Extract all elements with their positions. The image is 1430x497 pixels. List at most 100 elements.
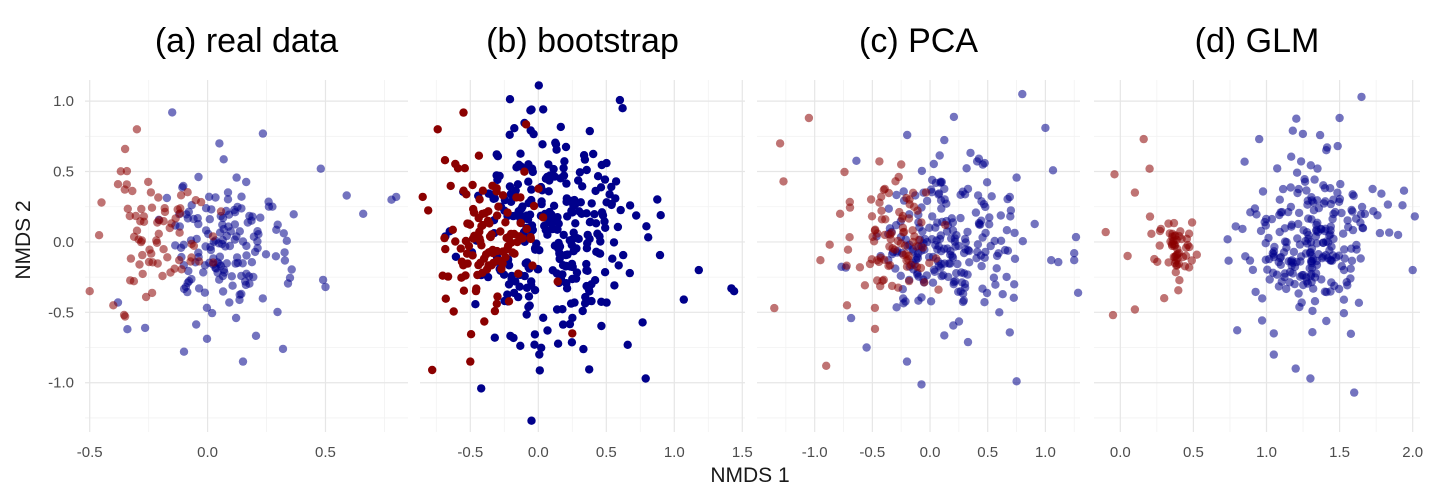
blue-point xyxy=(1245,256,1255,265)
red-point xyxy=(138,250,147,260)
blue-point xyxy=(1298,129,1308,139)
blue-point xyxy=(922,196,932,206)
blue-point xyxy=(539,313,548,322)
blue-point xyxy=(935,151,944,160)
red-point xyxy=(120,312,130,321)
blue-point xyxy=(1302,186,1311,195)
blue-point xyxy=(632,211,641,220)
red-point xyxy=(1101,227,1110,237)
blue-point xyxy=(595,249,605,258)
red-point xyxy=(494,202,503,211)
blue-point xyxy=(591,219,601,228)
blue-point xyxy=(607,200,616,210)
blue-point xyxy=(899,294,908,303)
blue-point xyxy=(1047,256,1056,265)
blue-point xyxy=(555,249,564,259)
blue-point xyxy=(940,259,949,268)
blue-point xyxy=(1302,277,1311,286)
blue-point xyxy=(589,149,598,159)
blue-point xyxy=(202,334,212,343)
blue-point xyxy=(483,272,493,282)
blue-point xyxy=(917,380,926,389)
red-point xyxy=(459,286,469,295)
red-point xyxy=(474,213,483,223)
blue-point xyxy=(545,171,555,180)
blue-point xyxy=(579,344,588,354)
red-point xyxy=(1145,212,1155,221)
blue-point xyxy=(1398,201,1407,210)
blue-point xyxy=(1073,288,1083,297)
red-point xyxy=(85,287,94,296)
blue-point xyxy=(609,238,619,247)
blue-point xyxy=(562,194,571,203)
red-point xyxy=(860,281,870,290)
blue-point xyxy=(187,274,196,284)
blue-point xyxy=(1346,264,1355,273)
red-point xyxy=(775,139,785,148)
blue-point xyxy=(1291,364,1300,373)
red-point xyxy=(898,223,908,232)
red-point xyxy=(528,261,537,270)
blue-point xyxy=(1233,326,1242,335)
blue-point xyxy=(194,248,203,257)
blue-point xyxy=(597,321,606,331)
blue-point xyxy=(271,252,281,261)
blue-point xyxy=(974,218,984,228)
red-point xyxy=(876,253,885,262)
blue-point xyxy=(644,233,653,242)
blue-point xyxy=(242,251,251,260)
blue-point xyxy=(1339,295,1349,304)
blue-point xyxy=(653,195,662,204)
y-tick-label: -0.5 xyxy=(48,304,74,321)
blue-point xyxy=(884,204,893,213)
blue-point xyxy=(963,270,972,279)
red-point xyxy=(449,307,458,316)
blue-point xyxy=(948,226,958,235)
red-point xyxy=(891,177,900,186)
blue-point xyxy=(1300,177,1310,186)
blue-point xyxy=(574,176,583,185)
blue-point xyxy=(986,241,995,251)
blue-point xyxy=(862,343,871,352)
blue-point xyxy=(258,294,267,303)
blue-point xyxy=(230,220,240,229)
red-point xyxy=(153,218,162,227)
x-tick-label: 0.0 xyxy=(528,444,549,461)
blue-point xyxy=(238,357,248,366)
red-point xyxy=(443,272,453,281)
blue-point xyxy=(1277,277,1287,286)
x-tick-label: 0.5 xyxy=(596,444,617,461)
blue-point xyxy=(600,268,610,277)
blue-point xyxy=(572,268,582,277)
red-point xyxy=(475,227,484,236)
blue-point xyxy=(947,214,956,223)
blue-point xyxy=(625,201,635,210)
panel-1-points xyxy=(85,108,401,366)
blue-point xyxy=(1327,242,1336,251)
red-point xyxy=(488,245,497,255)
blue-point xyxy=(925,223,934,232)
red-point xyxy=(1182,234,1192,243)
blue-point xyxy=(1354,298,1364,307)
panel-4-title: (d) GLM xyxy=(1195,22,1320,60)
blue-point xyxy=(569,228,578,237)
red-point xyxy=(941,220,950,230)
blue-point xyxy=(516,149,525,158)
red-point xyxy=(868,232,877,241)
red-point xyxy=(880,184,889,194)
blue-point xyxy=(1265,275,1274,284)
red-point xyxy=(152,236,161,245)
blue-point xyxy=(559,230,568,240)
red-point xyxy=(504,297,514,306)
blue-point xyxy=(958,289,968,298)
red-point xyxy=(870,303,880,313)
blue-point xyxy=(1319,181,1328,190)
red-point xyxy=(116,167,126,176)
red-point xyxy=(870,324,880,334)
blue-point xyxy=(534,81,543,90)
blue-point xyxy=(611,194,620,203)
blue-point xyxy=(387,195,396,204)
blue-point xyxy=(611,177,621,186)
blue-point xyxy=(1223,235,1232,244)
blue-point xyxy=(944,272,953,282)
